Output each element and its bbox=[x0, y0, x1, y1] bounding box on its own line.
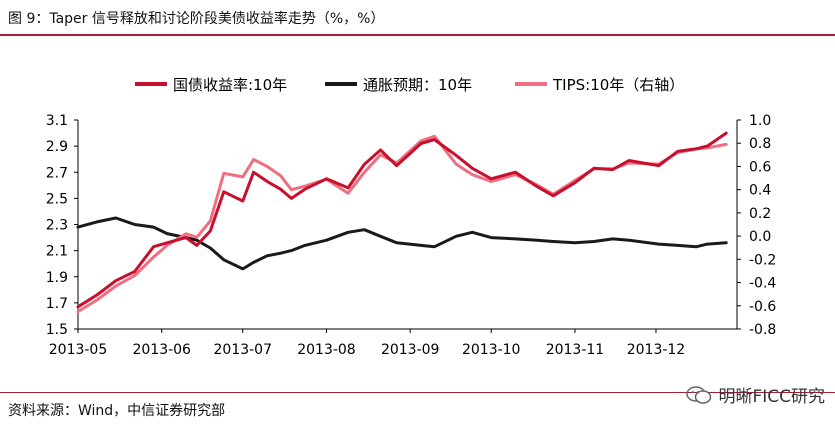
wechat-icon bbox=[686, 385, 712, 404]
source-note: 资料来源：Wind，中信证券研究部 bbox=[8, 403, 226, 419]
y-left-tick-label: 1.9 bbox=[46, 270, 68, 286]
x-tick-label: 2013-10 bbox=[462, 342, 521, 358]
watermark: 明晰FICC研究 bbox=[686, 382, 825, 407]
y-right-tick-label: -0.6 bbox=[749, 299, 776, 315]
legend-item-tips: TIPS:10年（右轴） bbox=[515, 72, 684, 96]
y-right-tick-label: -0.4 bbox=[749, 276, 776, 292]
x-tick-label: 2013-09 bbox=[381, 342, 440, 358]
y-right-tick-label: 0.2 bbox=[749, 206, 771, 222]
y-left-tick-label: 1.7 bbox=[46, 296, 68, 312]
x-tick-label: 2013-07 bbox=[214, 342, 273, 358]
legend-label-tips: TIPS:10年（右轴） bbox=[553, 75, 685, 94]
y-left-tick-label: 3.1 bbox=[46, 113, 68, 129]
y-left-tick-label: 1.5 bbox=[46, 322, 68, 338]
x-tick-label: 2013-05 bbox=[49, 342, 108, 358]
y-left-tick-label: 2.5 bbox=[46, 191, 68, 207]
footer-rule bbox=[0, 392, 835, 393]
y-right-tick-label: 0.6 bbox=[749, 159, 771, 175]
legend-swatch-breakeven bbox=[325, 82, 357, 86]
y-right-tick-label: -0.2 bbox=[749, 252, 776, 268]
y-right-tick-label: 1.0 bbox=[749, 113, 771, 129]
x-tick-label: 2013-12 bbox=[627, 342, 686, 358]
series-line-1 bbox=[76, 216, 728, 271]
series-line-0 bbox=[76, 131, 728, 309]
y-right-tick-label: 0.8 bbox=[749, 136, 771, 152]
y-left-tick-label: 2.9 bbox=[46, 139, 68, 155]
x-tick-label: 2013-06 bbox=[132, 342, 191, 358]
title-underline bbox=[0, 34, 835, 36]
x-tick-label: 2013-08 bbox=[297, 342, 356, 358]
y-left-tick-label: 2.1 bbox=[46, 244, 68, 260]
legend-item-breakeven: 通胀预期：10年 bbox=[325, 72, 472, 96]
y-right-tick-label: 0.0 bbox=[749, 229, 771, 245]
legend-label-breakeven: 通胀预期：10年 bbox=[363, 75, 473, 94]
y-left-tick-label: 2.3 bbox=[46, 218, 68, 234]
y-left-tick-label: 2.7 bbox=[46, 165, 68, 181]
y-right-tick-label: 0.4 bbox=[749, 183, 771, 199]
chart-legend: 国债收益率:10年 通胀预期：10年 TIPS:10年（右轴） bbox=[0, 72, 835, 96]
watermark-text: 明晰FICC研究 bbox=[718, 387, 825, 407]
legend-item-yield: 国债收益率:10年 bbox=[135, 72, 287, 96]
y-right-tick-label: -0.8 bbox=[749, 322, 776, 338]
legend-swatch-yield bbox=[135, 82, 167, 86]
figure-title: 图 9：Taper 信号释放和讨论阶段美债收益率走势（%，%） bbox=[8, 11, 385, 27]
legend-swatch-tips bbox=[515, 82, 547, 86]
legend-label-yield: 国债收益率:10年 bbox=[173, 75, 288, 94]
x-tick-label: 2013-11 bbox=[546, 342, 605, 358]
